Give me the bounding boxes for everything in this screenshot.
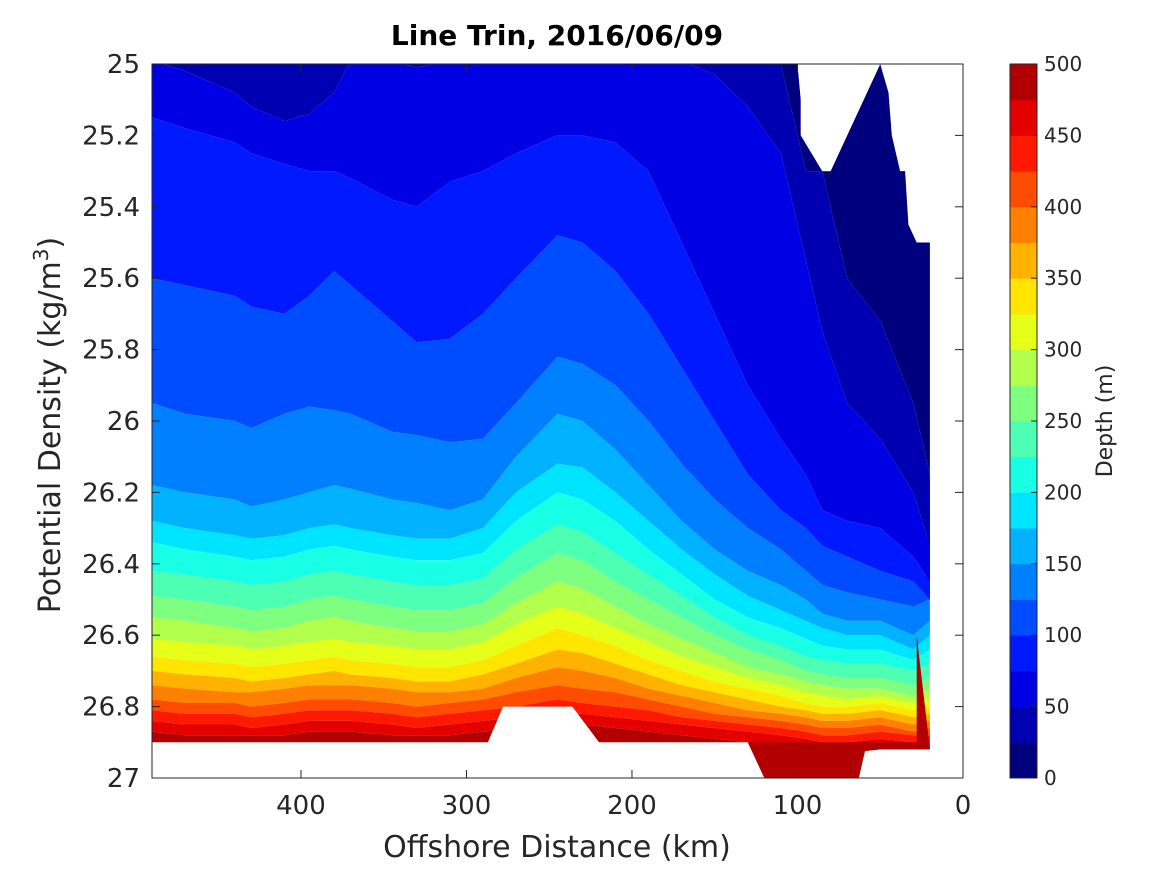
y-tick-label: 25.4 — [82, 193, 140, 223]
colorbar-segment — [1010, 242, 1037, 279]
colorbar-tick-label: 250 — [1044, 409, 1082, 433]
contour-band-13 — [152, 628, 930, 718]
colorbar-segment — [1010, 313, 1037, 351]
colorbar-tick-label: 350 — [1044, 266, 1082, 290]
colorbar-segment — [1010, 492, 1037, 529]
colorbar-tick-label: 300 — [1044, 338, 1082, 362]
colorbar-label: Depth (m) — [1093, 365, 1118, 478]
contour-band-10 — [152, 553, 930, 696]
contour-band-11 — [152, 581, 930, 703]
colorbar-tick-label: 150 — [1044, 552, 1082, 576]
colorbar-segment — [1010, 670, 1037, 708]
colorbar-segment — [1010, 99, 1037, 136]
y-axis-label-main: Potential Density (kg/m — [33, 261, 68, 613]
y-tick-label: 26.6 — [82, 621, 140, 651]
contour-band-14 — [152, 649, 930, 725]
y-axis-label-tail: ) — [33, 237, 68, 249]
colorbar-tick-label: 500 — [1044, 52, 1082, 76]
colorbar-segment — [1010, 171, 1037, 208]
colorbar-segment — [1010, 385, 1037, 422]
colorbar-tick-label: 0 — [1044, 766, 1057, 790]
y-tick-label: 25.6 — [82, 264, 140, 294]
colorbar-segment — [1010, 528, 1037, 565]
contour-band-6 — [152, 413, 930, 650]
colorbar-tick-label: 400 — [1044, 195, 1082, 219]
x-tick-label: 100 — [773, 791, 823, 821]
contour-band-2 — [152, 64, 930, 582]
chart-title: Line Trin, 2016/06/09 — [391, 19, 723, 52]
y-tick-label: 26.2 — [82, 478, 140, 508]
contour-band-8 — [152, 492, 930, 671]
colorbar-tick-label: 200 — [1044, 480, 1082, 504]
x-axis-ticks: 400 300 200 100 0 — [276, 64, 971, 821]
colorbar-segment — [1010, 563, 1037, 600]
y-tick-label: 27 — [107, 764, 140, 794]
y-tick-label: 25.2 — [82, 121, 140, 151]
contour-band-7 — [152, 463, 930, 661]
contour-band-4 — [152, 235, 930, 607]
colorbar-ticks: 0 50 100 150 200 250 300 350 400 450 500 — [1031, 52, 1082, 790]
contour-band-15 — [152, 667, 930, 732]
colorbar-segment — [1010, 635, 1037, 672]
colorbar-segment — [1010, 64, 1037, 101]
colorbar-segment — [1010, 456, 1037, 493]
colorbar-segment — [1010, 706, 1037, 743]
missing-data-regions — [488, 64, 881, 743]
colorbar-segment — [1010, 278, 1037, 315]
colorbar-tick-label: 50 — [1044, 695, 1069, 719]
y-axis-ticks: 25 25.2 25.4 25.6 25.8 26 26.2 26.4 26.6 26.8 27 — [82, 50, 963, 794]
y-tick-label: 25.8 — [82, 336, 140, 366]
missing-data-gap-0 — [797, 64, 881, 172]
x-axis-label: Offshore Distance (km) — [383, 830, 731, 865]
colorbar-tick-label: 450 — [1044, 123, 1082, 147]
contour-fills — [152, 64, 930, 778]
y-tick-label: 26.4 — [82, 550, 140, 580]
contour-band-16 — [152, 685, 930, 736]
colorbar-segment — [1010, 599, 1037, 636]
y-tick-label: 26.8 — [82, 693, 140, 723]
x-tick-label: 300 — [442, 791, 492, 821]
contour-band-3 — [152, 117, 930, 600]
x-tick-label: 400 — [276, 791, 326, 821]
colorbar-tick-label: 100 — [1044, 623, 1082, 647]
colorbar — [1009, 63, 1038, 779]
y-axis-label: Potential Density (kg/m3) — [29, 237, 68, 613]
colorbar-segment — [1010, 206, 1037, 243]
y-axis-label-superscript: 3 — [29, 248, 53, 261]
contour-band-9 — [152, 524, 930, 686]
colorbar-segment — [1010, 421, 1037, 458]
colorbar-segment — [1010, 742, 1037, 779]
contour-band-18 — [152, 713, 930, 753]
x-tick-label: 0 — [955, 791, 972, 821]
x-tick-label: 200 — [607, 791, 657, 821]
contour-band-12 — [152, 606, 930, 711]
contour-deep-notch — [747, 742, 867, 778]
colorbar-segment — [1010, 135, 1037, 172]
colorbar-segment — [1010, 349, 1037, 386]
contour-band-5 — [152, 356, 930, 636]
contour-band-17 — [152, 699, 930, 743]
y-tick-label: 26 — [107, 407, 140, 437]
y-tick-label: 25 — [107, 50, 140, 80]
missing-data-gap-1 — [488, 706, 599, 743]
